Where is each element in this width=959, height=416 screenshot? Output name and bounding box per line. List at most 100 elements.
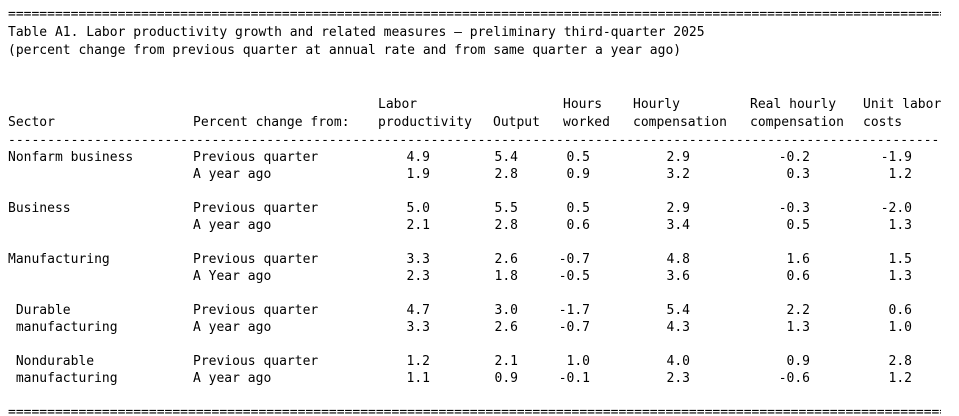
table-body: Nonfarm business Previous quarter 4.9 5.4 0.… — [0, 149, 959, 387]
hours-worked-cell: 0.5 — [566, 201, 590, 216]
labor-productivity-cell: 5.0 — [406, 201, 430, 216]
real-hourly-compensation-cell: 0.5 — [786, 218, 810, 233]
real-hourly-compensation-cell: -0.3 — [778, 201, 810, 216]
output-cell: 3.0 — [494, 303, 518, 318]
labor-productivity-cell: 4.9 — [406, 150, 430, 165]
column-header-percent-change-from: Percent change from: — [193, 115, 350, 130]
hourly-compensation-cell: 2.9 — [666, 150, 690, 165]
hours-worked-cell: -0.1 — [558, 371, 590, 386]
labor-productivity-cell: 3.3 — [406, 320, 430, 335]
sector-cell: Manufacturing — [8, 252, 110, 267]
real-hourly-compensation-cell: 1.3 — [786, 320, 810, 335]
real-hourly-compensation-cell: 1.6 — [786, 252, 810, 267]
period-cell: Previous quarter — [193, 150, 319, 165]
top-border-line: ========================================… — [8, 7, 941, 22]
output-cell: 2.6 — [494, 320, 518, 335]
column-header-real-hourly-compensation: Real hourly compensation — [750, 97, 844, 130]
column-header-output: Output — [493, 115, 540, 130]
hours-worked-cell: 0.6 — [566, 218, 590, 233]
hours-worked-cell: -0.5 — [558, 269, 590, 284]
period-cell: Previous quarter — [193, 252, 319, 267]
real-hourly-compensation-cell: -0.6 — [778, 371, 810, 386]
hourly-compensation-cell: 2.9 — [666, 201, 690, 216]
labor-productivity-cell: 4.7 — [406, 303, 430, 318]
table-row: Manufacturing Previous quarter 3.3 2.6 -0.7 4… — [0, 251, 959, 268]
sector-group: Nonfarm business Previous quarter 4.9 5.4 0.… — [0, 149, 959, 183]
sector-cell: Nondurable — [8, 354, 95, 369]
column-header-sector: Sector — [8, 115, 55, 130]
output-cell: 2.8 — [494, 167, 518, 182]
table-row: manufacturing A year ago 3.3 2.6 -0.7 4.3 1.3 1… — [0, 319, 959, 336]
table-row: Nondurable Previous quarter 1.2 2.1 1.0 4.0 0.… — [0, 353, 959, 370]
table-row: Business Previous quarter 5.0 5.5 0.5 2.9 -0.3… — [0, 200, 959, 217]
hourly-compensation-cell: 5.4 — [666, 303, 690, 318]
period-cell: A year ago — [193, 218, 272, 233]
table-row: manufacturing A year ago 1.1 0.9 -0.1 2.3 -0.6… — [0, 370, 959, 387]
sector-cell: Business — [8, 201, 71, 216]
hourly-compensation-cell: 4.3 — [666, 320, 690, 335]
hours-worked-cell: -0.7 — [558, 252, 590, 267]
sector-cell: Durable — [8, 303, 71, 318]
period-cell: A year ago — [193, 371, 272, 386]
hours-worked-cell: 0.9 — [566, 167, 590, 182]
real-hourly-compensation-cell: 0.6 — [786, 269, 810, 284]
period-cell: A year ago — [193, 320, 272, 335]
hours-worked-cell: 1.0 — [566, 354, 590, 369]
hourly-compensation-cell: 2.3 — [666, 371, 690, 386]
output-cell: 5.5 — [494, 201, 518, 216]
sector-cell: manufacturing — [8, 320, 118, 335]
sector-group: Nondurable Previous quarter 1.2 2.1 1.0 4.0 0.… — [0, 353, 959, 387]
real-hourly-compensation-cell: 0.3 — [786, 167, 810, 182]
real-hourly-compensation-cell: 2.2 — [786, 303, 810, 318]
column-header-hourly-compensation: Hourly compensation — [633, 97, 727, 130]
labor-productivity-cell: 2.3 — [406, 269, 430, 284]
table-row: Nonfarm business Previous quarter 4.9 5.4 0.… — [0, 149, 959, 166]
period-cell: Previous quarter — [193, 354, 319, 369]
bottom-border-line: ========================================… — [8, 405, 941, 416]
sector-group: Durable Previous quarter 4.7 3.0 -1.7 5.4 2.2 0… — [0, 302, 959, 336]
output-cell: 2.6 — [494, 252, 518, 267]
unit-labor-costs-cell: 1.0 — [888, 320, 912, 335]
unit-labor-costs-cell: 1.2 — [888, 167, 912, 182]
output-cell: 0.9 — [494, 371, 518, 386]
unit-labor-costs-cell: 2.8 — [888, 354, 912, 369]
hourly-compensation-cell: 3.4 — [666, 218, 690, 233]
period-cell: A Year ago — [193, 269, 272, 284]
unit-labor-costs-cell: -2.0 — [880, 201, 912, 216]
output-cell: 5.4 — [494, 150, 518, 165]
unit-labor-costs-cell: -1.9 — [880, 150, 912, 165]
labor-productivity-cell: 2.1 — [406, 218, 430, 233]
hourly-compensation-cell: 3.6 — [666, 269, 690, 284]
hourly-compensation-cell: 3.2 — [666, 167, 690, 182]
hourly-compensation-cell: 4.8 — [666, 252, 690, 267]
column-header-unit-labor-costs: Unit labor costs — [863, 97, 942, 130]
sector-group: Manufacturing Previous quarter 3.3 2.6 -0.7 4… — [0, 251, 959, 285]
unit-labor-costs-cell: 1.3 — [888, 218, 912, 233]
hours-worked-cell: 0.5 — [566, 150, 590, 165]
table-row: A year ago 1.9 2.8 0.9 3.2 0.3 1.2 — [0, 166, 959, 183]
table-row: Durable Previous quarter 4.7 3.0 -1.7 5.4 2.2 0… — [0, 302, 959, 319]
table-subtitle: (percent change from previous quarter at… — [8, 43, 682, 58]
sector-cell: manufacturing — [8, 371, 118, 386]
period-cell: Previous quarter — [193, 201, 319, 216]
unit-labor-costs-cell: 1.2 — [888, 371, 912, 386]
sector-cell: Nonfarm business — [8, 150, 134, 165]
unit-labor-costs-cell: 1.3 — [888, 269, 912, 284]
labor-productivity-cell: 1.9 — [406, 167, 430, 182]
table-row: A Year ago 2.3 1.8 -0.5 3.6 0.6 1.3 — [0, 268, 959, 285]
table-header-row: Sector Percent change from: Labor produc… — [0, 96, 959, 132]
labor-productivity-cell: 3.3 — [406, 252, 430, 267]
hours-worked-cell: -1.7 — [558, 303, 590, 318]
column-header-labor-productivity: Labor productivity — [378, 97, 472, 130]
unit-labor-costs-cell: 0.6 — [888, 303, 912, 318]
sector-group: Business Previous quarter 5.0 5.5 0.5 2.9 -0.3… — [0, 200, 959, 234]
labor-productivity-cell: 1.1 — [406, 371, 430, 386]
unit-labor-costs-cell: 1.5 — [888, 252, 912, 267]
output-cell: 1.8 — [494, 269, 518, 284]
period-cell: A year ago — [193, 167, 272, 182]
table-row: A year ago 2.1 2.8 0.6 3.4 0.5 1.3 — [0, 217, 959, 234]
header-separator-line: ----------------------------------------… — [8, 133, 941, 148]
hours-worked-cell: -0.7 — [558, 320, 590, 335]
table-title: Table A1. Labor productivity growth and … — [8, 25, 705, 40]
